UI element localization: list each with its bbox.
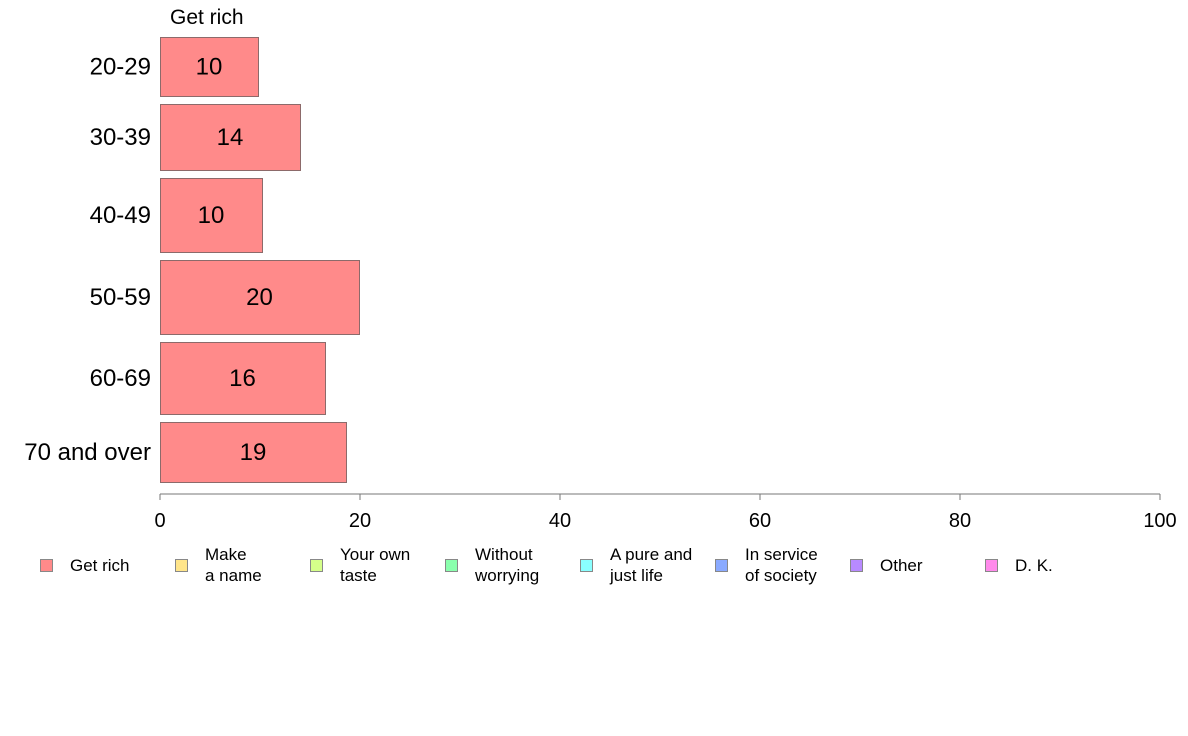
legend-swatch: [580, 558, 593, 572]
legend-swatch: [715, 558, 728, 572]
legend-swatch: [40, 558, 53, 572]
bar-value-label: 19: [240, 439, 267, 466]
bar-value-label: 14: [217, 124, 244, 151]
bar: [160, 260, 360, 335]
legend-item: D. K.: [985, 542, 1053, 588]
legend-swatch: [175, 558, 188, 572]
legend-label: Get rich: [70, 555, 130, 575]
category-label: 40-49: [90, 202, 151, 229]
bar-chart: 10 20-29 14 30-39 10 40-49 20 50-59 16 60-69 19 70 …: [24, 37, 1177, 532]
x-tick-label: 20: [349, 510, 371, 532]
bar-value-label: 10: [198, 202, 225, 229]
category-label: 50-59: [90, 284, 151, 311]
bar-value-label: 10: [196, 54, 223, 81]
legend-label: In service of society: [745, 545, 818, 585]
x-tick-label: 40: [549, 510, 571, 532]
bar: [160, 342, 326, 415]
bar: [160, 104, 301, 171]
legend-swatch: [445, 558, 458, 572]
bar: [160, 178, 263, 253]
category-label: 70 and over: [24, 439, 151, 466]
legend-item: Get rich: [40, 542, 130, 588]
bar: [160, 422, 347, 483]
legend-item: Make a name: [175, 542, 262, 588]
legend-item: In service of society: [715, 542, 818, 588]
legend-item: Other: [850, 542, 923, 588]
category-label: 60-69: [90, 365, 151, 392]
series-title: Get rich: [170, 6, 244, 29]
legend-swatch: [310, 558, 323, 572]
x-tick-label: 100: [1143, 510, 1176, 532]
x-tick-label: 80: [949, 510, 971, 532]
legend: Get rich Make a name Your own taste Without…: [40, 542, 1160, 588]
bar-value-label: 16: [229, 365, 256, 392]
legend-swatch: [850, 558, 863, 572]
legend-item: Your own taste: [310, 542, 410, 588]
legend-item: A pure and just life: [580, 542, 692, 588]
legend-item: Without worrying: [445, 542, 539, 588]
legend-label: Make a name: [205, 545, 262, 585]
legend-label: Other: [880, 555, 923, 575]
category-label: 30-39: [90, 124, 151, 151]
legend-label: A pure and just life: [610, 545, 693, 585]
category-label: 20-29: [90, 54, 151, 81]
legend-label: Without worrying: [475, 545, 540, 585]
x-tick-label: 0: [154, 510, 165, 532]
x-tick-label: 60: [749, 510, 771, 532]
legend-swatch: [985, 558, 998, 572]
legend-label: Your own taste: [340, 545, 411, 585]
bar: [160, 37, 259, 97]
bar-value-label: 20: [246, 284, 273, 311]
legend-label: D. K.: [1015, 555, 1053, 575]
